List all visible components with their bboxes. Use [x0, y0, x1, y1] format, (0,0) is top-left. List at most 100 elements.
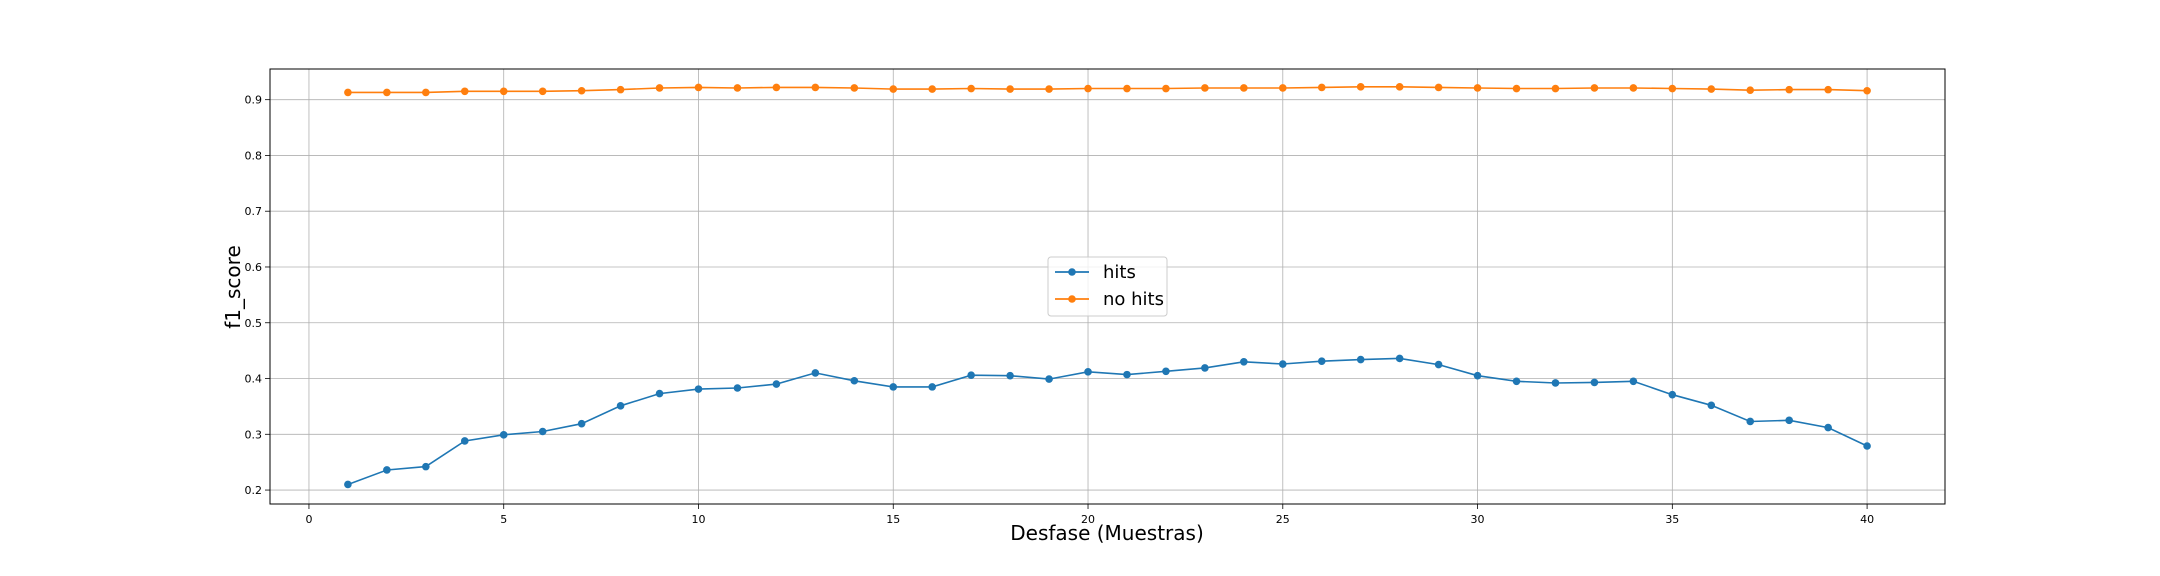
y-tick-label: 0.8 — [245, 149, 263, 162]
data-point-no-hits — [1668, 84, 1677, 93]
x-tick-label: 40 — [1860, 513, 1874, 526]
data-point-no-hits — [1707, 85, 1716, 93]
data-point-hits — [1512, 377, 1521, 386]
data-point-no-hits — [1084, 84, 1092, 93]
data-point-hits — [1278, 360, 1287, 368]
data-point-hits — [811, 369, 820, 377]
x-tick-label: 5 — [500, 513, 507, 526]
x-tick-label: 25 — [1276, 513, 1290, 526]
series-line-no-hits — [347, 86, 1868, 94]
data-point-hits — [538, 427, 547, 436]
data-point-hits — [383, 466, 391, 474]
data-point-no-hits — [772, 83, 781, 92]
data-point-no-hits — [1356, 83, 1365, 91]
y-tick-label: 0.3 — [245, 428, 263, 441]
data-point-hits — [616, 402, 625, 410]
data-point-no-hits — [1278, 84, 1287, 92]
y-tick-label: 0.9 — [245, 94, 263, 107]
data-point-hits — [1162, 367, 1170, 376]
data-point-hits — [1434, 360, 1443, 369]
data-point-no-hits — [1434, 83, 1443, 92]
data-point-no-hits — [383, 88, 391, 97]
data-point-hits — [1668, 390, 1677, 399]
data-point-no-hits — [538, 87, 547, 96]
data-point-hits — [1240, 357, 1248, 366]
data-point-no-hits — [422, 88, 430, 97]
data-point-hits — [1785, 416, 1793, 425]
data-point-no-hits — [1317, 83, 1326, 92]
data-point-hits — [1084, 368, 1092, 376]
data-point-no-hits — [1045, 85, 1053, 93]
data-point-no-hits — [1395, 83, 1404, 91]
data-point-hits — [1123, 370, 1131, 379]
data-point-hits — [1356, 355, 1365, 364]
legend-label-hits: hits — [1103, 262, 1136, 283]
data-point-hits — [1551, 379, 1560, 387]
legend-swatch-no-hits-marker — [1068, 295, 1076, 303]
x-tick-label: 0 — [305, 513, 312, 526]
y-tick-label: 0.5 — [245, 317, 263, 330]
data-point-hits — [422, 462, 430, 471]
data-point-no-hits — [1162, 84, 1170, 93]
data-point-no-hits — [1629, 84, 1638, 92]
data-point-hits — [460, 437, 469, 445]
data-point-no-hits — [889, 85, 898, 93]
y-tick-label: 0.2 — [245, 484, 263, 497]
data-point-no-hits — [928, 85, 937, 93]
data-point-hits — [1863, 442, 1871, 450]
x-tick-label: 15 — [886, 513, 900, 526]
data-point-no-hits — [967, 84, 975, 93]
data-point-no-hits — [460, 87, 469, 96]
legend: hits no hits — [1047, 256, 1168, 317]
y-tick-label: 0.7 — [245, 205, 263, 218]
data-point-hits — [1473, 371, 1482, 380]
plot-frame — [269, 68, 1946, 505]
data-point-hits — [1317, 357, 1326, 366]
data-point-no-hits — [1746, 86, 1755, 94]
data-point-hits — [344, 480, 352, 489]
data-point-hits — [1707, 401, 1716, 410]
data-point-no-hits — [850, 84, 859, 92]
series-line-hits — [347, 357, 1868, 486]
data-point-hits — [733, 384, 742, 392]
data-point-no-hits — [1785, 85, 1793, 94]
data-point-hits — [577, 419, 586, 428]
data-point-no-hits — [1824, 85, 1832, 94]
y-axis-label: f1_score — [221, 245, 245, 329]
data-point-no-hits — [1863, 86, 1871, 95]
data-point-hits — [1629, 377, 1638, 386]
plot-series — [344, 83, 1871, 489]
y-tick-label: 0.4 — [245, 373, 263, 386]
data-point-hits — [1590, 378, 1599, 387]
data-point-no-hits — [1123, 84, 1131, 93]
data-point-no-hits — [577, 86, 586, 95]
x-tick-label: 30 — [1471, 513, 1485, 526]
x-tick-label: 20 — [1081, 513, 1095, 526]
data-point-no-hits — [655, 84, 664, 92]
data-point-hits — [1006, 371, 1014, 380]
data-point-hits — [1201, 364, 1209, 372]
data-point-hits — [850, 376, 859, 385]
data-point-hits — [772, 380, 781, 388]
data-point-no-hits — [1590, 84, 1599, 92]
data-point-no-hits — [1551, 84, 1560, 93]
axis-ticks: 0 5 10 15 20 25 30 35 40 0.2 0.3 0.4 0.5 0.6 0.7 0.8 0.9 — [245, 94, 1875, 526]
data-point-hits — [655, 389, 664, 398]
data-point-hits — [967, 371, 975, 379]
data-point-no-hits — [733, 84, 742, 92]
y-tick-label: 0.6 — [245, 261, 263, 274]
data-point-no-hits — [1201, 84, 1209, 92]
legend-swatch-hits-marker — [1068, 268, 1076, 276]
data-point-no-hits — [1473, 84, 1482, 92]
x-tick-label: 35 — [1665, 513, 1679, 526]
data-point-no-hits — [499, 87, 508, 96]
x-tick-label: 10 — [691, 513, 705, 526]
data-point-no-hits — [1240, 84, 1248, 92]
data-point-hits — [1395, 354, 1404, 363]
data-point-no-hits — [344, 88, 352, 97]
data-point-no-hits — [694, 83, 703, 92]
data-point-no-hits — [811, 83, 820, 92]
data-point-hits — [1746, 417, 1755, 426]
